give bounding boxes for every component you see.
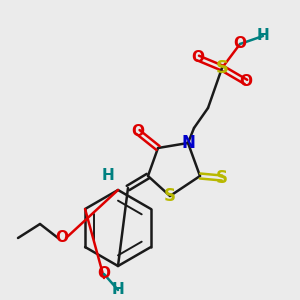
- Text: S: S: [216, 169, 228, 187]
- Text: O: O: [233, 37, 247, 52]
- Text: H: H: [102, 169, 114, 184]
- Text: N: N: [181, 134, 195, 152]
- Text: O: O: [98, 266, 110, 281]
- Text: O: O: [131, 124, 145, 140]
- Text: H: H: [112, 283, 124, 298]
- Text: S: S: [215, 59, 229, 77]
- Text: O: O: [239, 74, 253, 89]
- Text: O: O: [191, 50, 205, 65]
- Text: S: S: [164, 187, 176, 205]
- Text: H: H: [256, 28, 269, 44]
- Text: O: O: [56, 230, 68, 245]
